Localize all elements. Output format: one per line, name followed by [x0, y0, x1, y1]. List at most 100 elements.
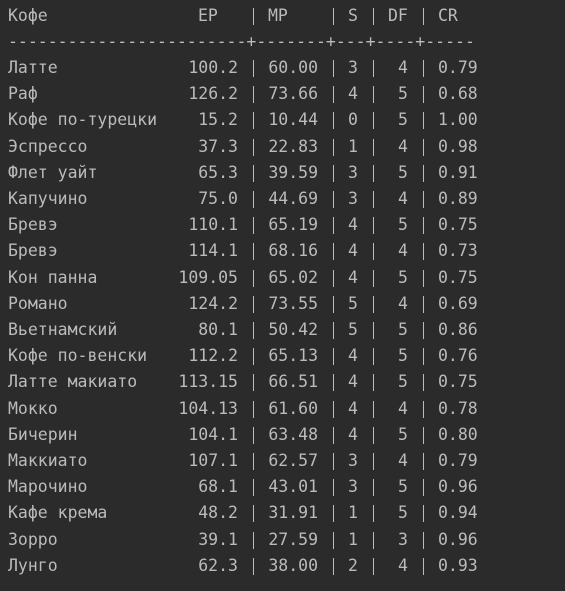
table-cell: 4 — [348, 84, 358, 104]
table-cell: 112.2 — [188, 346, 238, 366]
column-divider — [333, 505, 334, 523]
table-cell: 68.16 — [268, 241, 318, 261]
table-cell: 5 — [398, 267, 408, 287]
column-divider — [253, 348, 254, 366]
column-divider — [373, 60, 374, 77]
table-cell: 1 — [348, 136, 358, 156]
table-cell: 114.1 — [188, 241, 238, 261]
table-cell: 31.91 — [268, 503, 318, 523]
table-cell: 5 — [348, 320, 358, 339]
column-divider — [333, 8, 334, 25]
header-cell: EP — [198, 6, 218, 25]
column-divider — [373, 295, 374, 313]
table-cell: 75.0 — [198, 189, 238, 208]
column-divider — [423, 322, 424, 339]
column-divider — [333, 269, 334, 287]
column-divider — [333, 374, 334, 392]
table-cell: 61.60 — [268, 398, 318, 418]
column-divider — [333, 400, 334, 418]
column-divider — [333, 60, 334, 77]
column-divider — [333, 112, 334, 130]
table-cell: Раф — [8, 84, 38, 104]
column-divider — [253, 295, 254, 313]
column-divider — [373, 86, 374, 104]
table-cell: 65.3 — [198, 162, 238, 182]
table-cell: 37.3 — [198, 136, 238, 156]
table-cell: 65.02 — [268, 267, 318, 287]
table-cell: 4 — [398, 451, 408, 470]
table-cell: 5 — [398, 503, 408, 523]
column-divider — [423, 479, 424, 497]
table-cell: 73.66 — [268, 84, 318, 104]
column-divider — [253, 86, 254, 104]
table-cell: 0.68 — [438, 84, 478, 104]
column-divider — [333, 426, 334, 444]
table-cell: 0.75 — [438, 372, 478, 392]
table-cell: 66.51 — [268, 372, 318, 392]
table-cell: 80.1 — [198, 320, 238, 339]
column-divider — [253, 164, 254, 182]
table-cell: 0.69 — [438, 293, 478, 313]
table-cell: 104.1 — [188, 424, 238, 444]
table-cell: 4 — [348, 267, 358, 287]
table-cell: 62.57 — [268, 451, 318, 470]
table-cell: 107.1 — [188, 451, 238, 470]
column-divider — [253, 557, 254, 575]
header-cell: DF — [388, 6, 408, 25]
table-cell: 5 — [398, 320, 408, 339]
table-cell: 104.13 — [178, 398, 238, 418]
column-divider — [253, 374, 254, 392]
table-cell: 3 — [398, 529, 408, 549]
table-cell: 65.19 — [268, 215, 318, 235]
column-divider — [253, 112, 254, 130]
column-divider — [373, 138, 374, 156]
column-divider — [373, 505, 374, 523]
table-cell: 43.01 — [268, 477, 318, 497]
table-cell: 5 — [398, 162, 408, 182]
table-cell: 10.44 — [268, 110, 318, 130]
column-divider — [253, 217, 254, 235]
table-cell: 0.96 — [438, 529, 478, 549]
column-divider — [373, 531, 374, 549]
table-cell: Зорро — [8, 529, 58, 549]
column-divider — [423, 138, 424, 156]
column-divider — [423, 217, 424, 235]
column-divider — [253, 191, 254, 208]
table-cell: Кон панна — [8, 267, 98, 287]
column-divider — [373, 400, 374, 418]
table-cell: 39.59 — [268, 162, 318, 182]
column-divider — [423, 557, 424, 575]
column-divider — [423, 269, 424, 287]
column-divider — [253, 479, 254, 497]
column-divider — [423, 374, 424, 392]
table-cell: 0.89 — [438, 189, 478, 208]
header-cell: Кофе — [8, 6, 48, 25]
column-divider — [253, 505, 254, 523]
table-cell: Кофе по-турецки — [8, 110, 158, 130]
table-cell: Капучино — [8, 189, 88, 208]
table-cell: 0.75 — [438, 267, 478, 287]
column-divider — [333, 191, 334, 208]
column-divider — [373, 217, 374, 235]
column-divider — [373, 374, 374, 392]
table-cell: Марочино — [8, 477, 88, 497]
column-divider — [373, 348, 374, 366]
table-cell: 48.2 — [198, 503, 238, 523]
table-cell: 4 — [398, 398, 408, 418]
table-cell: 0.76 — [438, 346, 478, 366]
table-cell: 4 — [398, 555, 408, 575]
table-cell: 62.3 — [198, 555, 238, 575]
column-divider — [333, 348, 334, 366]
column-divider — [423, 453, 424, 470]
column-divider — [333, 453, 334, 470]
column-divider — [373, 453, 374, 470]
table-cell: Латте — [8, 58, 58, 77]
table-cell: 44.69 — [268, 189, 318, 208]
table-cell: 4 — [348, 398, 358, 418]
table-cell: 5 — [398, 84, 408, 104]
table-cell: Бревэ — [8, 241, 58, 261]
column-divider — [423, 295, 424, 313]
table-cell: 109.05 — [178, 267, 238, 287]
table-cell: 38.00 — [268, 555, 318, 575]
table-cell: 0.75 — [438, 215, 478, 235]
